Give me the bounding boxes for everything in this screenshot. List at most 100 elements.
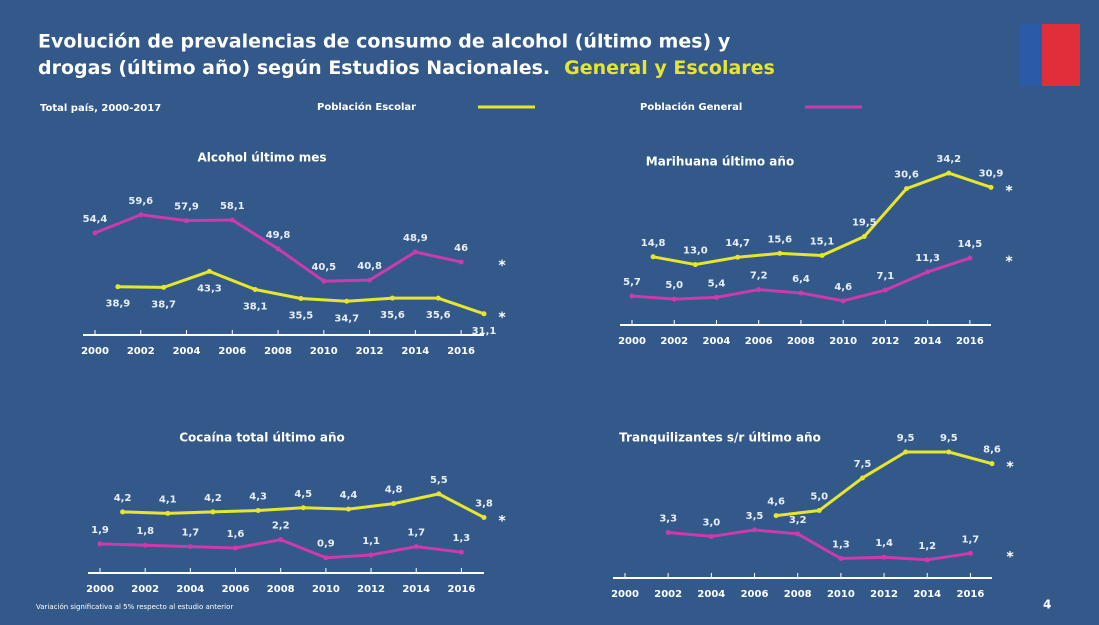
data-label: 11,3 xyxy=(915,253,940,264)
x-tick-label: 2004 xyxy=(176,584,204,595)
point xyxy=(275,246,281,252)
x-tick-label: 2006 xyxy=(745,336,773,347)
x-tick-label: 2006 xyxy=(222,584,250,595)
data-label: 3,3 xyxy=(659,514,677,525)
significance-mark: * xyxy=(1005,254,1013,270)
point xyxy=(861,234,867,240)
logo xyxy=(1020,24,1080,86)
data-label: 3,8 xyxy=(475,498,493,509)
data-label: 19,5 xyxy=(852,218,877,229)
chart-title: Cocaína total último año xyxy=(179,431,345,445)
point xyxy=(458,259,464,265)
point xyxy=(92,230,98,236)
point xyxy=(967,550,973,556)
x-tick-label: 2004 xyxy=(697,589,725,600)
point xyxy=(773,513,779,519)
data-label: 1,2 xyxy=(918,541,936,552)
point xyxy=(692,262,698,268)
data-label: 2,2 xyxy=(272,521,290,532)
data-label: 4,2 xyxy=(114,493,132,504)
data-label: 34,2 xyxy=(936,154,961,165)
x-tick-label: 2010 xyxy=(312,584,340,595)
x-tick-label: 2002 xyxy=(127,346,155,357)
page-number: 4 xyxy=(1043,598,1051,612)
x-tick-label: 2002 xyxy=(660,336,688,347)
x-tick-label: 2012 xyxy=(357,584,385,595)
point xyxy=(184,218,190,224)
data-label: 1,3 xyxy=(453,533,471,544)
data-label: 40,8 xyxy=(357,261,382,272)
point xyxy=(368,552,374,558)
title-line1: Evolución de prevalencias de consumo de … xyxy=(38,31,731,53)
data-label: 48,9 xyxy=(403,233,428,244)
point xyxy=(795,531,801,537)
point xyxy=(255,508,261,514)
point xyxy=(481,311,487,317)
point xyxy=(967,255,973,261)
data-label: 35,6 xyxy=(426,310,451,321)
point xyxy=(138,212,144,218)
point xyxy=(819,253,825,259)
data-label: 38,7 xyxy=(151,299,176,310)
data-label: 7,1 xyxy=(877,271,895,282)
data-label: 6,4 xyxy=(792,274,810,285)
point xyxy=(903,449,909,455)
point xyxy=(798,290,804,296)
data-label: 35,6 xyxy=(380,310,405,321)
point xyxy=(413,544,419,550)
data-label: 1,7 xyxy=(407,528,425,539)
data-label: 8,6 xyxy=(983,445,1001,456)
point xyxy=(278,537,284,543)
x-tick-label: 2012 xyxy=(356,346,384,357)
point xyxy=(412,249,418,255)
x-tick-label: 2014 xyxy=(914,336,942,347)
data-label: 38,9 xyxy=(106,299,131,310)
point xyxy=(735,254,741,260)
point xyxy=(389,295,395,301)
x-tick-label: 2014 xyxy=(402,584,430,595)
point xyxy=(777,250,783,256)
point xyxy=(713,294,719,300)
x-tick-label: 2014 xyxy=(913,589,941,600)
x-tick-label: 2000 xyxy=(86,584,114,595)
series-line xyxy=(668,528,971,562)
point xyxy=(665,530,671,536)
significance-mark: * xyxy=(1006,549,1014,565)
data-label: 43,3 xyxy=(197,283,222,294)
point xyxy=(115,284,121,290)
data-label: 13,0 xyxy=(683,246,708,257)
x-tick-label: 2008 xyxy=(264,346,292,357)
point xyxy=(229,217,235,223)
data-label: 3,0 xyxy=(702,517,720,528)
point xyxy=(120,509,126,515)
x-tick-label: 2008 xyxy=(787,336,815,347)
point xyxy=(436,491,442,497)
x-tick-label: 2016 xyxy=(447,346,475,357)
point xyxy=(458,549,464,555)
data-label: 4,5 xyxy=(294,489,312,500)
point xyxy=(344,298,350,304)
data-label: 14,5 xyxy=(958,239,983,250)
point xyxy=(838,556,844,562)
point xyxy=(252,286,258,292)
data-label: 0,9 xyxy=(317,539,335,550)
point xyxy=(367,277,373,283)
data-label: 4,6 xyxy=(834,282,852,293)
data-label: 59,6 xyxy=(128,196,153,207)
point xyxy=(752,527,758,533)
x-tick-label: 2010 xyxy=(827,589,855,600)
data-label: 15,1 xyxy=(810,237,835,248)
significance-mark: * xyxy=(498,513,506,529)
data-label: 46 xyxy=(454,243,468,254)
data-label: 7,5 xyxy=(854,459,872,470)
point xyxy=(142,542,148,548)
data-label: 1,9 xyxy=(91,525,109,536)
x-tick-label: 2000 xyxy=(81,346,109,357)
significance-mark: * xyxy=(498,310,506,326)
data-label: 5,0 xyxy=(665,280,683,291)
point xyxy=(187,544,193,550)
x-tick-label: 2006 xyxy=(218,346,246,357)
data-label: 58,1 xyxy=(220,201,245,212)
x-tick-label: 2008 xyxy=(784,589,812,600)
logo-blue xyxy=(1020,24,1042,86)
